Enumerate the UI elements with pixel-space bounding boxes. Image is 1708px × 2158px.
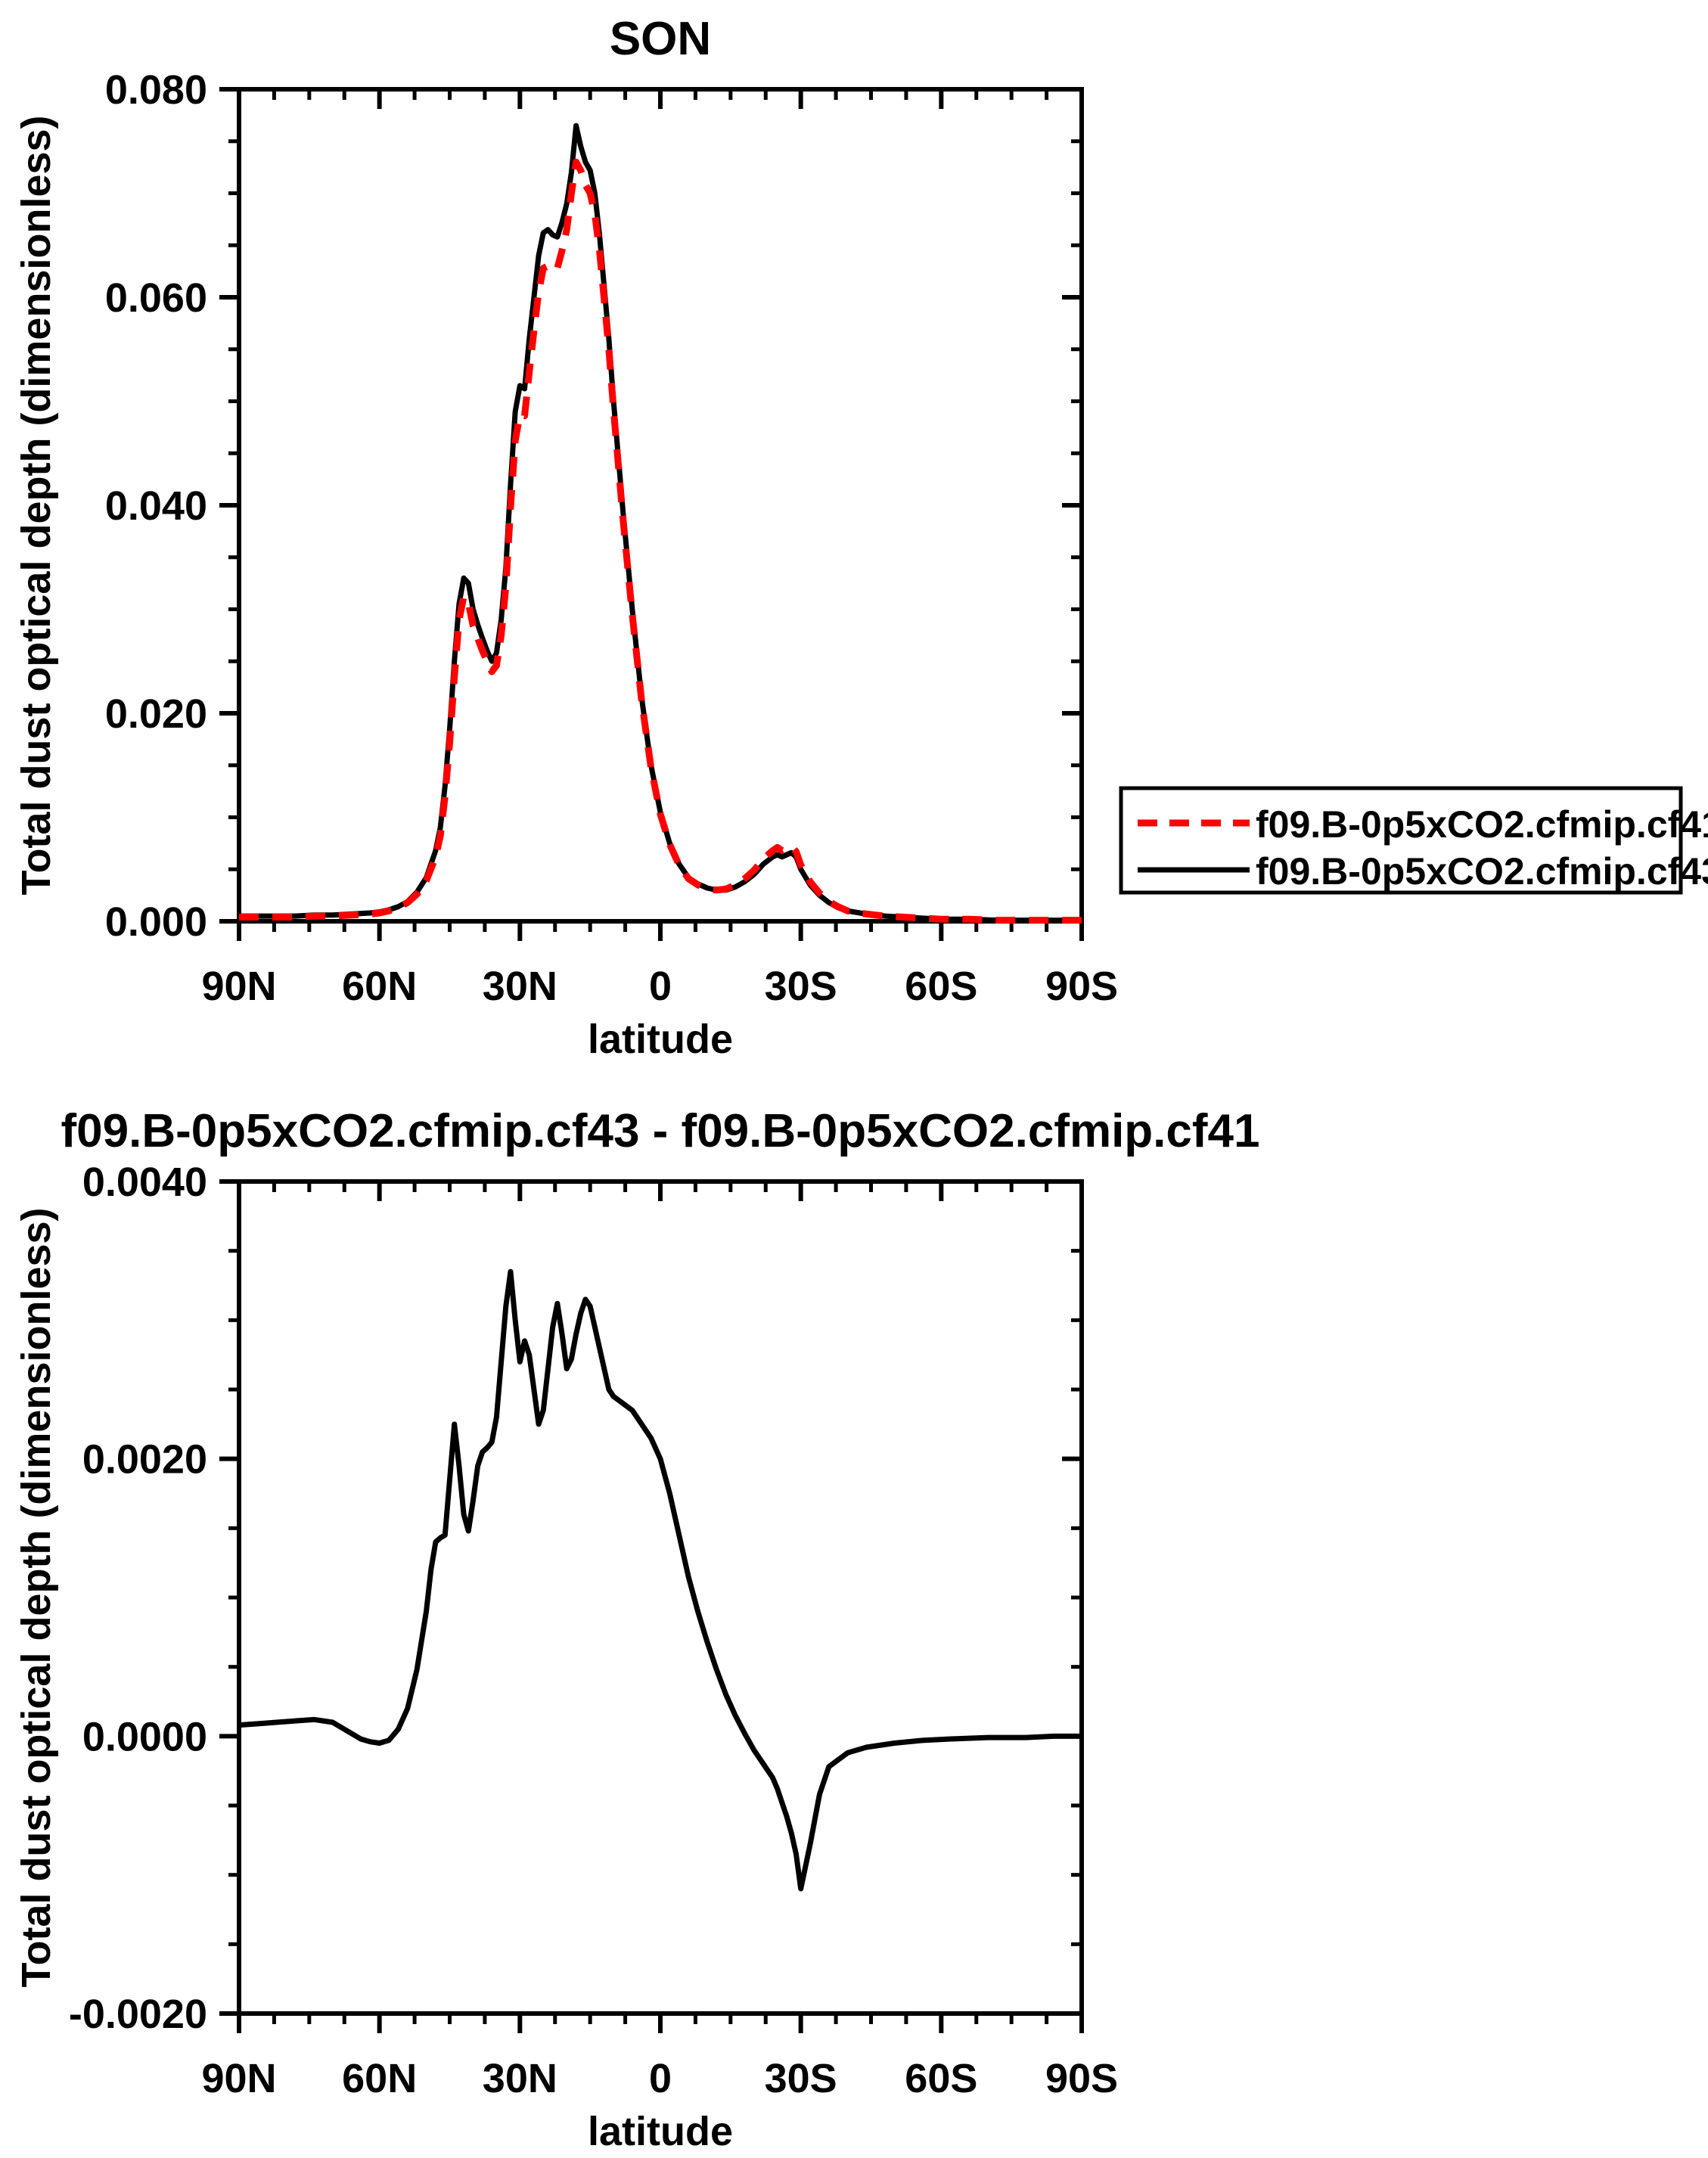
y-tick-label: 0.060 bbox=[105, 275, 207, 321]
bottom-panel-frame bbox=[237, 1179, 1084, 2016]
x-tick-label: 30S bbox=[765, 964, 837, 1009]
y-tick-label: 0.0020 bbox=[82, 1437, 207, 1483]
x-tick-label: 0 bbox=[649, 2056, 672, 2101]
top-panel: 90N 60N 30N 0 30S 60S 90S 0.000 0.020 0.040 0.060 0… bbox=[14, 13, 1118, 1062]
legend-box bbox=[1119, 786, 1683, 895]
x-tick-label: 30S bbox=[765, 2056, 837, 2101]
x-tick-label: 0 bbox=[649, 964, 672, 1009]
y-tick-label: 0.040 bbox=[105, 483, 207, 529]
x-tick-label: 90S bbox=[1045, 2056, 1118, 2101]
top-panel-frame bbox=[237, 87, 1084, 924]
bottom-panel: 90N 60N 30N 0 30S 60S 90S -0.0020 0.0000 0.0020 0.… bbox=[14, 1105, 1260, 2154]
legend-label-0: f09.B-0p5xCO2.cfmip.cf41 bbox=[1256, 803, 1708, 846]
y-tick-label: 0.0040 bbox=[82, 1160, 207, 1205]
y-tick-label: -0.0020 bbox=[69, 1992, 207, 2037]
bottom-panel-title: f09.B-0p5xCO2.cfmip.cf43 - f09.B-0p5xCO2… bbox=[61, 1105, 1260, 1157]
legend-label-1: f09.B-0p5xCO2.cfmip.cf43 bbox=[1256, 850, 1708, 893]
x-tick-label: 60N bbox=[342, 964, 417, 1009]
legend: f09.B-0p5xCO2.cfmip.cf41f09.B-0p5xCO2.cf… bbox=[1119, 786, 1708, 895]
top-panel-xlabel: latitude bbox=[588, 1017, 733, 1062]
x-tick-label: 30N bbox=[483, 2056, 557, 2101]
y-tick-label: 0.0000 bbox=[82, 1714, 207, 1759]
bottom-panel-xlabel: latitude bbox=[588, 2109, 733, 2154]
series-line-1 bbox=[239, 158, 1082, 924]
y-tick-label: 0.080 bbox=[105, 67, 207, 113]
bottom-panel-ylabel: Total dust optical depth (dimensionless) bbox=[14, 1207, 59, 1987]
x-tick-label: 60S bbox=[905, 964, 977, 1009]
x-tick-label: 90S bbox=[1045, 964, 1118, 1009]
series-line-0 bbox=[238, 1268, 1082, 1892]
top-panel-title: SON bbox=[610, 13, 711, 65]
x-tick-label: 30N bbox=[483, 964, 557, 1009]
top-panel-ylabel: Total dust optical depth (dimensionless) bbox=[14, 115, 59, 895]
x-tick-label: 90N bbox=[201, 964, 276, 1009]
x-tick-label: 60S bbox=[905, 2056, 977, 2101]
y-tick-label: 0.000 bbox=[105, 899, 207, 945]
x-tick-label: 60N bbox=[342, 2056, 417, 2101]
y-tick-label: 0.020 bbox=[105, 691, 207, 737]
series-line-0 bbox=[239, 123, 1082, 924]
x-tick-label: 90N bbox=[201, 2056, 276, 2101]
